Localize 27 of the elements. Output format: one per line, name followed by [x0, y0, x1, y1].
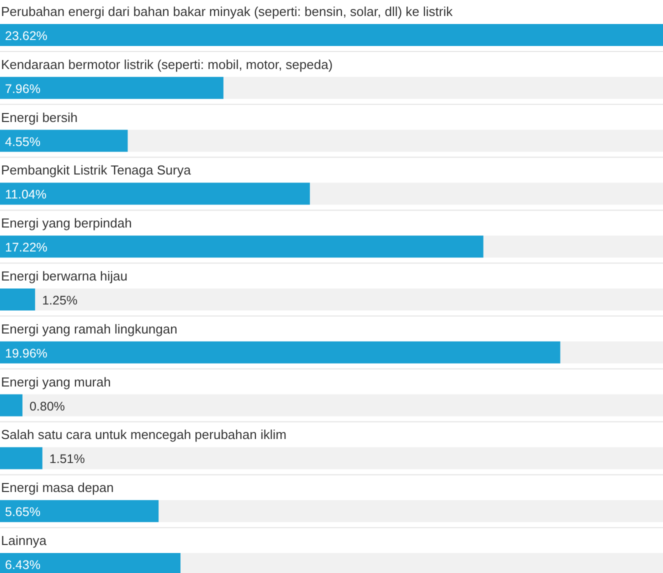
data-label: 19.96% — [5, 346, 48, 360]
data-label: 1.25% — [42, 294, 78, 308]
y-tick-label: Energi berwarna hijau — [1, 268, 128, 284]
y-tick-label: Lainnya — [1, 533, 48, 548]
y-tick-label: Energi yang berpindah — [1, 216, 132, 231]
bar — [0, 130, 128, 152]
y-tick-label: Energi yang ramah lingkungan — [1, 321, 178, 336]
y-tick-label: Kendaraan bermotor listrik (seperti: mobil, motor, sepeda) — [1, 56, 333, 72]
data-label: 1.51% — [49, 452, 85, 466]
bar — [0, 500, 159, 522]
bar — [0, 394, 22, 416]
data-label: 6.43% — [5, 558, 40, 572]
y-tick-label: Salah satu cara untuk mencegah perubahan iklim — [1, 427, 286, 442]
y-tick-label: Perubahan energi dari bahan bakar minyak (seperti: bensin, solar, dll) ke listrik — [1, 4, 454, 19]
y-tick-label: Energi yang murah — [1, 374, 111, 390]
bar — [0, 288, 36, 310]
data-label: 11.04% — [5, 188, 46, 202]
data-label: 17.22% — [5, 240, 48, 255]
data-label: 23.62% — [5, 29, 48, 43]
data-label: 5.65% — [5, 505, 40, 520]
y-tick-label: Energi bersih — [1, 110, 78, 125]
y-tick-label: Energi masa depan — [1, 480, 114, 496]
y-tick-label: Pembangkit Listrik Tenaga Surya — [1, 162, 192, 178]
data-label: 7.96% — [5, 82, 40, 96]
bar — [0, 447, 42, 470]
data-label: 4.55% — [5, 134, 40, 149]
data-label: 0.80% — [29, 399, 65, 414]
